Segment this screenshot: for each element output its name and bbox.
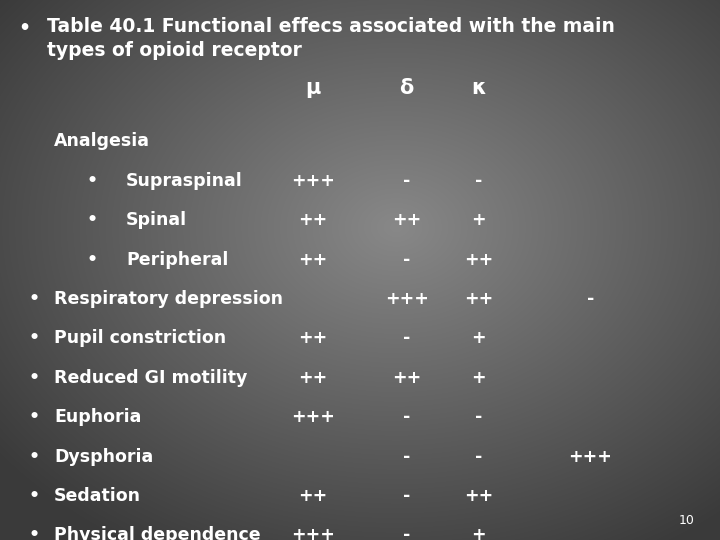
Text: -: -	[403, 251, 410, 268]
Text: -: -	[403, 448, 410, 465]
Text: Table 40.1 Functional effecs associated with the main: Table 40.1 Functional effecs associated …	[47, 17, 615, 36]
Text: -: -	[475, 448, 482, 465]
Text: δ: δ	[400, 78, 414, 98]
Text: •: •	[29, 408, 40, 426]
Text: •: •	[29, 369, 40, 387]
Text: 10: 10	[679, 514, 695, 526]
Text: •: •	[29, 526, 40, 540]
Text: +++: +++	[292, 408, 335, 426]
Text: Dysphoria: Dysphoria	[54, 448, 153, 465]
Text: ++: ++	[464, 290, 493, 308]
Text: -: -	[403, 172, 410, 190]
Text: -: -	[403, 408, 410, 426]
Text: +: +	[472, 211, 486, 229]
Text: Respiratory depression: Respiratory depression	[54, 290, 283, 308]
Text: ++: ++	[299, 487, 328, 505]
Text: +++: +++	[569, 448, 612, 465]
Text: Physical dependence: Physical dependence	[54, 526, 261, 540]
Text: •: •	[29, 290, 40, 308]
Text: -: -	[587, 290, 594, 308]
Text: ++: ++	[464, 251, 493, 268]
Text: ++: ++	[299, 211, 328, 229]
Text: Pupil constriction: Pupil constriction	[54, 329, 226, 347]
Text: ++: ++	[299, 251, 328, 268]
Text: -: -	[475, 172, 482, 190]
Text: -: -	[403, 329, 410, 347]
Text: •: •	[29, 448, 40, 465]
Text: +: +	[472, 369, 486, 387]
Text: +++: +++	[292, 526, 335, 540]
Text: Peripheral: Peripheral	[126, 251, 228, 268]
Text: κ: κ	[472, 78, 486, 98]
Text: Sedation: Sedation	[54, 487, 141, 505]
Text: Reduced GI motility: Reduced GI motility	[54, 369, 248, 387]
Text: Supraspinal: Supraspinal	[126, 172, 243, 190]
Text: ++: ++	[464, 487, 493, 505]
Text: •: •	[86, 211, 97, 229]
Text: ++: ++	[299, 369, 328, 387]
Text: +++: +++	[292, 172, 335, 190]
Text: •: •	[86, 251, 97, 268]
Text: +: +	[472, 526, 486, 540]
Text: •: •	[18, 19, 30, 38]
Text: -: -	[403, 487, 410, 505]
Text: +++: +++	[385, 290, 428, 308]
Text: types of opioid receptor: types of opioid receptor	[47, 40, 302, 59]
Text: ++: ++	[392, 369, 421, 387]
Text: -: -	[475, 408, 482, 426]
Text: •: •	[86, 172, 97, 190]
Text: Euphoria: Euphoria	[54, 408, 141, 426]
Text: ++: ++	[392, 211, 421, 229]
Text: •: •	[29, 329, 40, 347]
Text: +: +	[472, 329, 486, 347]
Text: ++: ++	[299, 329, 328, 347]
Text: •: •	[29, 487, 40, 505]
Text: Spinal: Spinal	[126, 211, 187, 229]
Text: μ: μ	[305, 78, 321, 98]
Text: -: -	[403, 526, 410, 540]
Text: Analgesia: Analgesia	[54, 132, 150, 150]
